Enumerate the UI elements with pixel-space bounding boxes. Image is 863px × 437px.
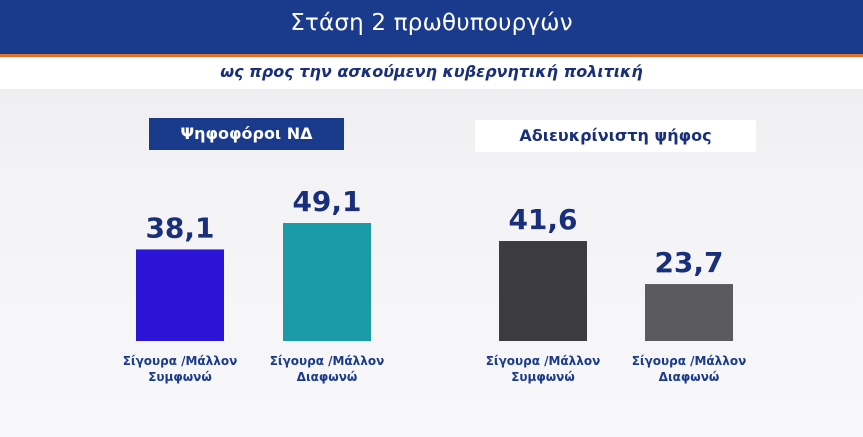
subtitle-band	[0, 57, 863, 89]
data-label-g1-b0: 41,6	[508, 203, 577, 236]
category-label-g0-b0-line0: Σίγουρα /Μάλλον	[123, 354, 238, 368]
category-label-g1-b0-line0: Σίγουρα /Μάλλον	[486, 354, 601, 368]
category-label-g1-b1-line0: Σίγουρα /Μάλλον	[632, 354, 747, 368]
category-label-g0-b0-line1: Συμφωνώ	[148, 370, 212, 384]
data-label-g0-b0: 38,1	[145, 211, 214, 244]
bar-g0-b1	[283, 223, 371, 341]
bar-g1-b1	[645, 284, 733, 341]
title-bar	[0, 0, 863, 54]
group-label-nd-voters: Ψηφοφόροι ΝΔ	[149, 118, 344, 150]
category-label-g1-b0-line1: Συμφωνώ	[511, 370, 575, 384]
category-label-g1-b1-line1: Διαφωνώ	[659, 370, 720, 384]
data-label-g1-b1: 23,7	[654, 246, 723, 279]
category-label-g0-b1-line1: Διαφωνώ	[297, 370, 358, 384]
bar-g1-b0	[499, 241, 587, 341]
accent-divider	[0, 54, 863, 57]
chart-title: Στάση 2 πρωθυπουργών	[290, 10, 573, 36]
bar-g0-b0	[136, 249, 224, 341]
category-label-g0-b1-line0: Σίγουρα /Μάλλον	[270, 354, 385, 368]
group-label-undecided-vote: Αδιευκρίνιστη ψήφος	[475, 120, 756, 152]
data-label-g0-b1: 49,1	[292, 185, 361, 218]
chart-subtitle: ως προς την ασκούμενη κυβερνητική πολιτι…	[220, 62, 643, 81]
